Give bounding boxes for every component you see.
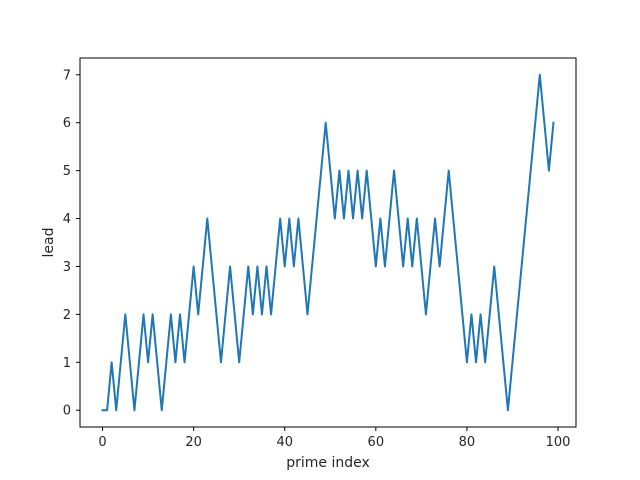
- y-axis-label: lead: [41, 228, 57, 258]
- y-axis: 0 1 2 3 4 5 6 7: [63, 68, 80, 419]
- x-tick-label: 100: [546, 435, 571, 450]
- y-tick-label: 2: [63, 308, 71, 323]
- x-axis: 0 20 40 60 80 100: [98, 427, 570, 450]
- x-tick-label: 60: [368, 435, 385, 450]
- y-tick-label: 6: [63, 116, 71, 131]
- axes-frame: [79, 57, 577, 428]
- y-tick-label: 3: [63, 260, 71, 275]
- x-tick-label: 0: [98, 435, 106, 450]
- y-tick-label: 4: [63, 212, 71, 227]
- plot-area: [101, 73, 555, 412]
- y-tick-label: 7: [63, 68, 71, 83]
- x-axis-label: prime index: [286, 455, 370, 471]
- x-tick-label: 80: [459, 435, 476, 450]
- series-line-0: [101, 73, 555, 412]
- x-tick-label: 40: [276, 435, 293, 450]
- y-tick-label: 1: [63, 356, 71, 371]
- y-tick-label: 0: [63, 404, 71, 419]
- y-tick-label: 5: [63, 164, 71, 179]
- x-tick-label: 20: [185, 435, 202, 450]
